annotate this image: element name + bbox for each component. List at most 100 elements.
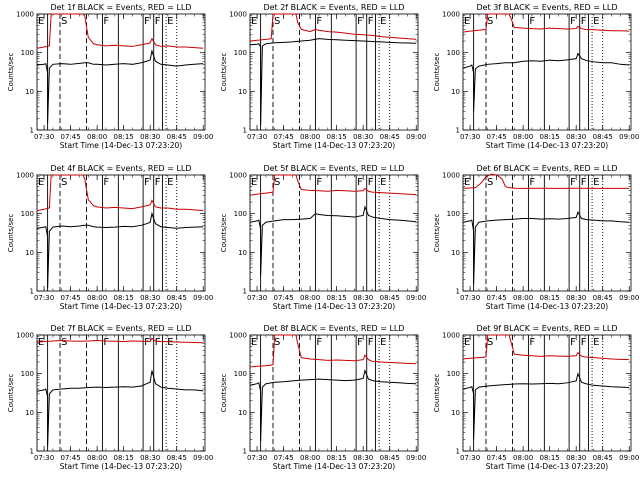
x-tick-label: 09:00 bbox=[619, 454, 639, 462]
x-tick-label: 07:45 bbox=[61, 454, 81, 462]
y-tick-label: 1000 bbox=[442, 332, 460, 340]
y-tick-label: 1000 bbox=[16, 332, 34, 340]
chart-panel-3: Det 3f BLACK = Events, RED = LLD Counts/s… bbox=[433, 3, 639, 150]
event-marker-label: F bbox=[316, 16, 322, 27]
chart-title: Det 7f BLACK = Events, RED = LLD bbox=[50, 324, 191, 333]
y-axis-label: Counts/sec bbox=[7, 374, 15, 413]
x-tick-label: 08:00 bbox=[87, 294, 107, 302]
event-marker-label: S bbox=[487, 16, 493, 27]
y-axis-label: Counts/sec bbox=[433, 53, 441, 92]
x-tick-label: 08:00 bbox=[513, 133, 533, 141]
x-tick-label: 08:45 bbox=[593, 133, 613, 141]
x-tick-label: 08:30 bbox=[140, 454, 160, 462]
x-tick-label: 08:15 bbox=[540, 454, 560, 462]
series-line-lld bbox=[37, 337, 204, 344]
y-tick-label: 1 bbox=[456, 448, 460, 456]
x-tick-label: 08:45 bbox=[380, 133, 400, 141]
y-tick-label: 100 bbox=[447, 210, 460, 218]
event-marker-label: E bbox=[593, 337, 599, 348]
event-marker-label: F bbox=[581, 16, 587, 27]
x-tick-label: 08:15 bbox=[327, 454, 347, 462]
x-tick-label: 08:30 bbox=[140, 133, 160, 141]
y-tick-label: 1000 bbox=[16, 11, 34, 19]
event-marker-label: F bbox=[103, 177, 109, 188]
y-tick-label: 100 bbox=[234, 210, 247, 218]
event-marker-label: E bbox=[251, 16, 257, 27]
event-marker-label: F bbox=[103, 16, 109, 27]
x-tick-label: 08:45 bbox=[593, 294, 613, 302]
x-tick-label: 08:15 bbox=[327, 133, 347, 141]
x-tick-label: 08:15 bbox=[114, 294, 134, 302]
x-tick-label: 08:30 bbox=[353, 454, 373, 462]
plot-frame bbox=[462, 13, 632, 131]
y-axis-label: Counts/sec bbox=[220, 53, 228, 92]
chart-title: Det 4f BLACK = Events, RED = LLD bbox=[50, 164, 191, 173]
x-tick-label: 08:45 bbox=[593, 454, 613, 462]
event-marker-label: F bbox=[529, 177, 535, 188]
x-axis-label: Start Time (14-Dec-13 07:23:20) bbox=[60, 141, 182, 150]
event-marker-label: F bbox=[155, 177, 161, 188]
y-tick-label: 10 bbox=[238, 249, 247, 257]
y-tick-label: 1 bbox=[30, 448, 34, 456]
plot-frame bbox=[249, 334, 419, 452]
x-tick-label: 09:00 bbox=[619, 133, 639, 141]
event-marker-label: F bbox=[570, 177, 576, 188]
y-tick-label: 1000 bbox=[229, 11, 247, 19]
chart-panel-4: Det 4f BLACK = Events, RED = LLD Counts/s… bbox=[7, 164, 213, 311]
y-axis-label: Counts/sec bbox=[220, 214, 228, 253]
event-marker-label: E bbox=[38, 16, 44, 27]
y-tick-label: 10 bbox=[451, 249, 460, 257]
y-tick-label: 100 bbox=[21, 49, 34, 57]
x-tick-label: 08:15 bbox=[540, 294, 560, 302]
x-tick-label: 07:30 bbox=[34, 133, 54, 141]
x-tick-label: 08:15 bbox=[327, 294, 347, 302]
y-tick-label: 10 bbox=[451, 409, 460, 417]
x-tick-label: 07:45 bbox=[61, 133, 81, 141]
x-tick-label: 08:15 bbox=[540, 133, 560, 141]
x-axis-label: Start Time (14-Dec-13 07:23:20) bbox=[486, 462, 608, 471]
chart-panel-2: Det 2f BLACK = Events, RED = LLD Counts/s… bbox=[220, 3, 426, 150]
y-tick-label: 1000 bbox=[442, 172, 460, 180]
x-tick-label: 08:00 bbox=[87, 133, 107, 141]
series-line-events bbox=[463, 372, 630, 440]
event-marker-label: E bbox=[167, 337, 173, 348]
x-axis-label: Start Time (14-Dec-13 07:23:20) bbox=[273, 462, 395, 471]
plot-frame bbox=[462, 174, 632, 292]
x-tick-label: 08:45 bbox=[167, 294, 187, 302]
event-marker-label: S bbox=[274, 337, 280, 348]
series-line-events bbox=[250, 205, 417, 276]
y-tick-label: 100 bbox=[447, 370, 460, 378]
chart-title: Det 3f BLACK = Events, RED = LLD bbox=[476, 3, 617, 12]
event-marker-label: S bbox=[487, 337, 493, 348]
event-marker-label: F bbox=[144, 177, 150, 188]
x-tick-label: 08:30 bbox=[353, 294, 373, 302]
y-tick-label: 1000 bbox=[229, 332, 247, 340]
chart-panel-7: Det 7f BLACK = Events, RED = LLD Counts/s… bbox=[7, 324, 213, 471]
x-tick-label: 07:45 bbox=[61, 294, 81, 302]
x-tick-label: 09:00 bbox=[193, 294, 213, 302]
event-marker-label: S bbox=[274, 177, 280, 188]
series-line-lld bbox=[250, 334, 417, 368]
series-line-events bbox=[37, 211, 204, 288]
chart-panel-6: Det 6f BLACK = Events, RED = LLD Counts/s… bbox=[433, 164, 639, 311]
event-marker-label: F bbox=[316, 177, 322, 188]
x-tick-label: 08:45 bbox=[380, 454, 400, 462]
event-marker-label: E bbox=[380, 16, 386, 27]
x-tick-label: 07:30 bbox=[247, 454, 267, 462]
event-marker-label: F bbox=[581, 337, 587, 348]
x-tick-label: 08:45 bbox=[380, 294, 400, 302]
chart-title: Det 1f BLACK = Events, RED = LLD bbox=[50, 3, 191, 12]
event-marker-label: E bbox=[464, 16, 470, 27]
x-axis-label: Start Time (14-Dec-13 07:23:20) bbox=[60, 462, 182, 471]
x-tick-label: 07:30 bbox=[247, 133, 267, 141]
y-tick-label: 10 bbox=[25, 409, 34, 417]
plot-frame bbox=[249, 13, 419, 131]
x-axis-label: Start Time (14-Dec-13 07:23:20) bbox=[273, 302, 395, 311]
event-marker-label: F bbox=[570, 16, 576, 27]
event-marker-label: F bbox=[155, 16, 161, 27]
series-line-lld bbox=[463, 334, 630, 361]
series-line-events bbox=[37, 370, 204, 447]
x-tick-label: 07:45 bbox=[274, 133, 294, 141]
event-marker-label: S bbox=[274, 16, 280, 27]
y-tick-label: 1 bbox=[243, 127, 247, 135]
